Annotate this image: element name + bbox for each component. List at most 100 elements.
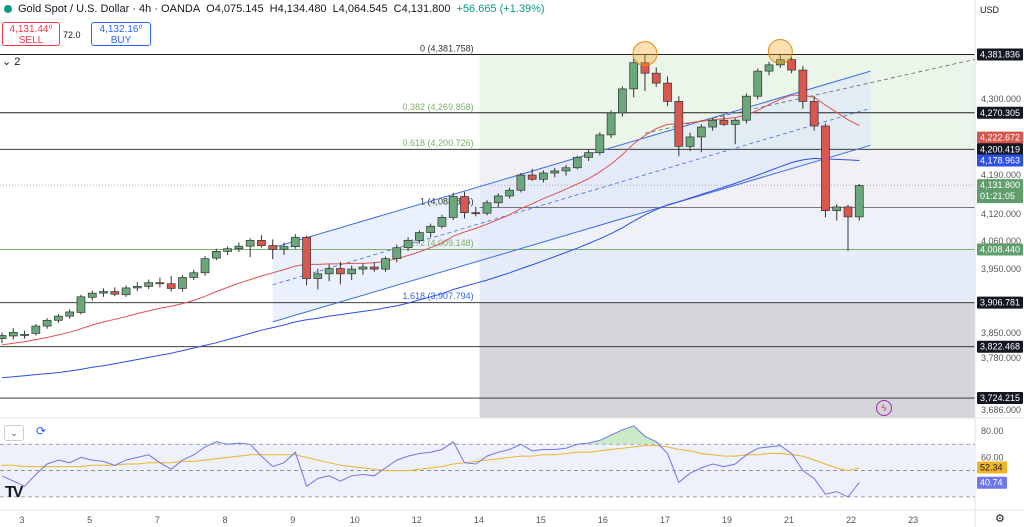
price-axis xyxy=(975,0,1024,527)
price-label: 4,222.672 xyxy=(980,133,1020,143)
candle xyxy=(606,112,616,136)
candle xyxy=(651,72,661,84)
candle xyxy=(437,217,447,227)
price-label: 3,906.781 xyxy=(980,298,1020,308)
price-tick-label: 4,120.000 xyxy=(981,209,1021,219)
candle xyxy=(821,125,830,211)
rsi-value-label: 40.74 xyxy=(980,478,1003,488)
rsi-value-label: 52.34 xyxy=(980,462,1003,472)
sell-price: 4,131.44⁰ xyxy=(9,24,53,35)
candle xyxy=(403,240,413,249)
candle xyxy=(527,174,537,180)
candle xyxy=(539,172,548,180)
time-tick-label: 15 xyxy=(536,515,546,525)
ohlc-low: L4,064.545 xyxy=(332,3,388,15)
price-label-box xyxy=(977,392,1023,405)
candle xyxy=(87,292,97,298)
candle xyxy=(223,248,232,252)
candle xyxy=(719,119,729,125)
candle xyxy=(775,59,785,66)
rsi-overbought-fill xyxy=(233,442,245,445)
highlight-circle xyxy=(767,39,793,65)
price-label-box xyxy=(977,131,1023,144)
rsi-tick-label: 80.00 xyxy=(981,426,1004,436)
trend-extension-line xyxy=(644,54,995,134)
market-open-dot xyxy=(4,5,12,13)
candle xyxy=(697,126,706,138)
rsi-collapse-button[interactable]: ⌄ xyxy=(4,425,24,441)
time-tick-label: 9 xyxy=(290,515,295,525)
candle xyxy=(110,291,120,295)
gear-icon[interactable]: ⚙ xyxy=(995,513,1005,525)
rsi-overbought-fill xyxy=(210,441,222,445)
candle xyxy=(595,134,605,153)
candle xyxy=(685,136,695,147)
currency-label[interactable]: USD xyxy=(980,5,1000,15)
candle xyxy=(843,206,853,218)
symbol-header: Gold Spot / U.S. Dollar · 4h · OANDA O4,… xyxy=(0,0,975,18)
fib-zone xyxy=(479,249,975,303)
price-tick-label: 3,686.000 xyxy=(981,405,1021,415)
channel-median-line xyxy=(272,107,871,286)
candle xyxy=(798,69,808,102)
candle xyxy=(279,246,289,250)
candle xyxy=(674,101,684,147)
candle xyxy=(730,119,740,125)
candle xyxy=(460,196,469,214)
time-tick-label: 17 xyxy=(660,515,670,525)
candle xyxy=(505,189,514,197)
flash-icon[interactable]: ϟ xyxy=(876,400,892,416)
indicators-toggle[interactable]: ⌄ 2 xyxy=(2,55,20,68)
candle xyxy=(415,232,424,241)
price-label: 3,724.215 xyxy=(980,393,1020,403)
candle xyxy=(584,152,593,158)
price-tick-label: 4,300.000 xyxy=(981,94,1021,104)
highlight-circle xyxy=(632,41,658,67)
candle xyxy=(99,291,108,294)
fib-level-label: 1.618 (3,907.794) xyxy=(403,291,474,301)
candle xyxy=(54,315,63,321)
candle xyxy=(572,156,582,169)
time-tick-label: 8 xyxy=(223,515,228,525)
fib-level-label: 1 (4,088.826) xyxy=(420,197,474,207)
candle xyxy=(832,206,842,211)
symbol-title[interactable]: Gold Spot / U.S. Dollar · 4h · OANDA xyxy=(18,3,201,15)
time-tick-label: 19 xyxy=(722,515,732,525)
candle xyxy=(448,196,458,218)
indicators-count: 2 xyxy=(14,56,21,68)
refresh-icon[interactable]: ⟳ xyxy=(36,424,47,438)
candle xyxy=(561,167,571,172)
price-label-box xyxy=(977,154,1023,167)
spread-value: 72.0 xyxy=(63,30,81,40)
candle xyxy=(234,245,244,250)
candle xyxy=(133,286,142,289)
price-label-box xyxy=(977,243,1023,256)
countdown-label: 01:21:05 xyxy=(980,191,1015,201)
candle xyxy=(742,95,751,121)
rsi-overbought-fill xyxy=(582,425,662,445)
price-tick-label: 3,950.000 xyxy=(981,264,1021,274)
candle xyxy=(178,277,187,289)
sell-button[interactable]: 4,131.44⁰ SELL xyxy=(2,22,60,46)
time-tick-label: 22 xyxy=(846,515,856,525)
sell-label: SELL xyxy=(18,35,44,46)
buy-button[interactable]: 4,132.16⁰ BUY xyxy=(91,22,151,46)
ohlc-close: C4,131.800 xyxy=(393,3,451,15)
tradingview-logo-icon[interactable]: TV xyxy=(5,484,24,501)
candle xyxy=(42,319,52,327)
candle xyxy=(290,236,300,247)
price-label: 4,270.305 xyxy=(980,108,1020,118)
candle xyxy=(854,185,864,218)
candle xyxy=(155,282,165,285)
price-label-box xyxy=(977,179,1023,204)
candle xyxy=(0,335,7,339)
price-label-box xyxy=(977,143,1023,156)
candle xyxy=(516,174,526,191)
fib-zone xyxy=(479,54,975,113)
fib-level-label: 1.272 (4,009.148) xyxy=(403,238,474,248)
price-label: 4,131.800 xyxy=(980,180,1020,190)
time-tick-label: 12 xyxy=(412,515,422,525)
rsi-ma-line xyxy=(2,445,860,472)
chevron-down-icon: ⌄ xyxy=(2,56,12,68)
